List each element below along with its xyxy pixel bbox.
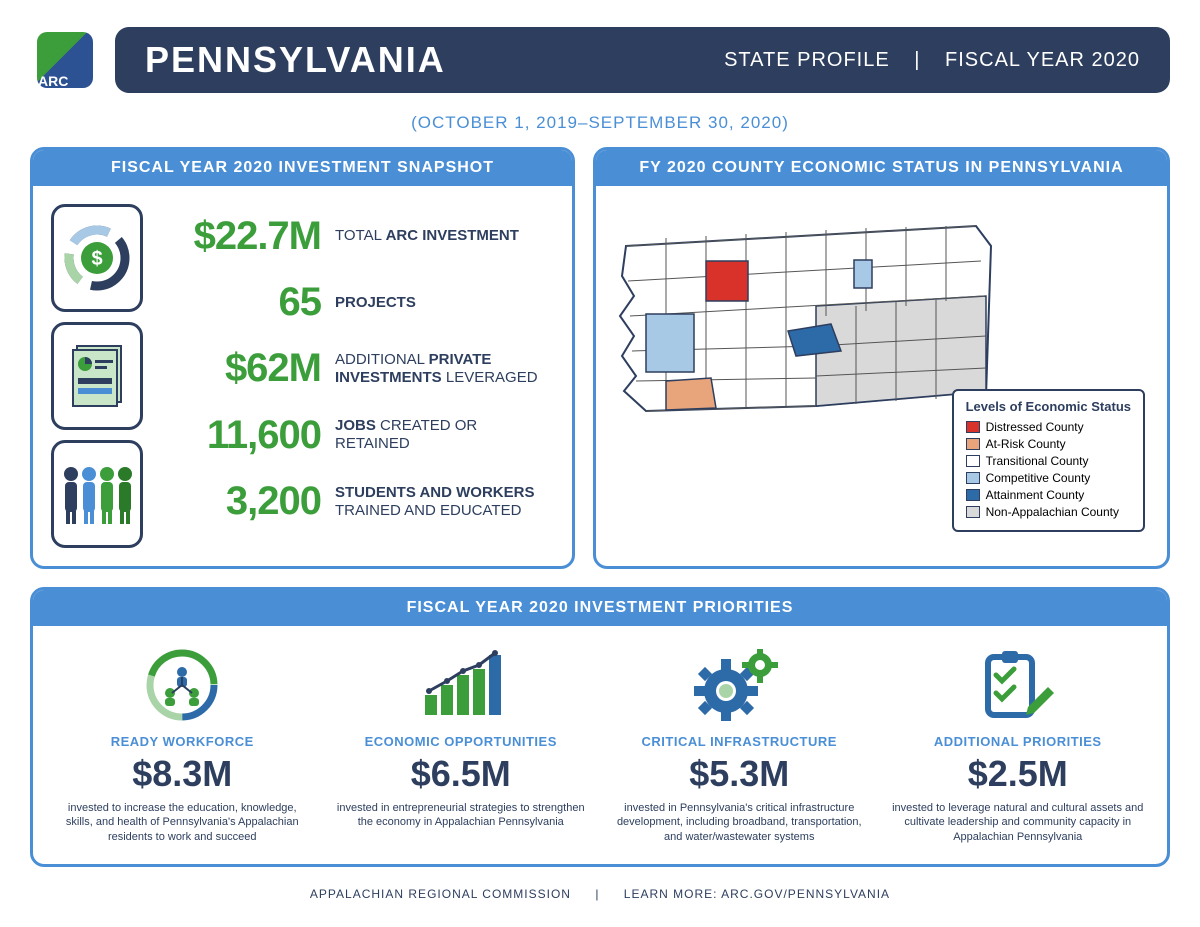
priority-name: READY WORKFORCE bbox=[55, 734, 310, 749]
priority-workforce: READY WORKFORCE $8.3M invested to increa… bbox=[43, 646, 322, 844]
legend-title: Levels of Economic Status bbox=[966, 399, 1131, 414]
snapshot-stats: $22.7MTOTAL ARC INVESTMENT 65PROJECTS $6… bbox=[161, 204, 554, 548]
priority-value: $5.3M bbox=[612, 753, 867, 795]
legend-item: Competitive County bbox=[966, 471, 1131, 485]
priority-economic: ECONOMIC OPPORTUNITIES $6.5M invested in… bbox=[322, 646, 601, 844]
priority-additional: ADDITIONAL PRIORITIES $2.5M invested to … bbox=[879, 646, 1158, 844]
priority-name: CRITICAL INFRASTRUCTURE bbox=[612, 734, 867, 749]
legend-item: Attainment County bbox=[966, 488, 1131, 502]
header: ARC PENNSYLVANIA STATE PROFILE | FISCAL … bbox=[0, 0, 1200, 105]
stat-row: 65PROJECTS bbox=[161, 280, 554, 325]
map-panel: FY 2020 COUNTY ECONOMIC STATUS IN PENNSY… bbox=[593, 147, 1170, 569]
state-name: PENNSYLVANIA bbox=[145, 39, 446, 81]
header-subtitle: STATE PROFILE | FISCAL YEAR 2020 bbox=[724, 49, 1140, 72]
map-legend: Levels of Economic Status Distressed Cou… bbox=[952, 389, 1145, 532]
stat-row: 11,600JOBS CREATED OR RETAINED bbox=[161, 413, 554, 458]
priority-desc: invested to increase the education, know… bbox=[55, 801, 310, 844]
priority-value: $2.5M bbox=[891, 753, 1146, 795]
clipboard-icon bbox=[891, 646, 1146, 724]
priority-desc: invested to leverage natural and cultura… bbox=[891, 801, 1146, 844]
workforce-icon bbox=[55, 646, 310, 724]
chart-icon bbox=[334, 646, 589, 724]
priority-value: $6.5M bbox=[334, 753, 589, 795]
priority-desc: invested in entrepreneurial strategies t… bbox=[334, 801, 589, 830]
date-range: (OCTOBER 1, 2019–SEPTEMBER 30, 2020) bbox=[0, 113, 1200, 133]
priority-name: ADDITIONAL PRIORITIES bbox=[891, 734, 1146, 749]
map-title: FY 2020 COUNTY ECONOMIC STATUS IN PENNSY… bbox=[596, 150, 1167, 186]
priority-infrastructure: CRITICAL INFRASTRUCTURE $5.3M invested i… bbox=[600, 646, 879, 844]
legend-item: Non-Appalachian County bbox=[966, 505, 1131, 519]
snapshot-panel: FISCAL YEAR 2020 INVESTMENT SNAPSHOT $ $… bbox=[30, 147, 575, 569]
document-icon bbox=[51, 322, 143, 430]
title-bar: PENNSYLVANIA STATE PROFILE | FISCAL YEAR… bbox=[115, 27, 1170, 93]
corner-accent bbox=[1140, 539, 1170, 569]
logo-text: ARC bbox=[38, 73, 68, 89]
legend-item: At-Risk County bbox=[966, 437, 1131, 451]
svg-text:$: $ bbox=[91, 248, 102, 270]
priorities-title: FISCAL YEAR 2020 INVESTMENT PRIORITIES bbox=[33, 590, 1167, 626]
arc-logo: ARC bbox=[30, 25, 100, 95]
footer-org: APPALACHIAN REGIONAL COMMISSION bbox=[310, 887, 571, 901]
priority-value: $8.3M bbox=[55, 753, 310, 795]
footer: APPALACHIAN REGIONAL COMMISSION | LEARN … bbox=[0, 867, 1200, 921]
stat-row: 3,200STUDENTS AND WORKERS TRAINED AND ED… bbox=[161, 479, 554, 524]
gears-icon bbox=[612, 646, 867, 724]
snapshot-icons: $ bbox=[51, 204, 143, 548]
corner-accent bbox=[1140, 837, 1170, 867]
priorities-panel: FISCAL YEAR 2020 INVESTMENT PRIORITIES R… bbox=[30, 587, 1170, 867]
snapshot-title: FISCAL YEAR 2020 INVESTMENT SNAPSHOT bbox=[33, 150, 572, 186]
pa-map-icon bbox=[616, 206, 996, 436]
stat-row: $22.7MTOTAL ARC INVESTMENT bbox=[161, 214, 554, 259]
dollar-pie-icon: $ bbox=[51, 204, 143, 312]
legend-item: Distressed County bbox=[966, 420, 1131, 434]
footer-link: LEARN MORE: ARC.GOV/PENNSYLVANIA bbox=[624, 887, 890, 901]
people-icon bbox=[51, 440, 143, 548]
priority-name: ECONOMIC OPPORTUNITIES bbox=[334, 734, 589, 749]
legend-item: Transitional County bbox=[966, 454, 1131, 468]
stat-row: $62MADDITIONAL PRIVATE INVESTMENTS LEVER… bbox=[161, 346, 554, 391]
priority-desc: invested in Pennsylvania's critical infr… bbox=[612, 801, 867, 844]
